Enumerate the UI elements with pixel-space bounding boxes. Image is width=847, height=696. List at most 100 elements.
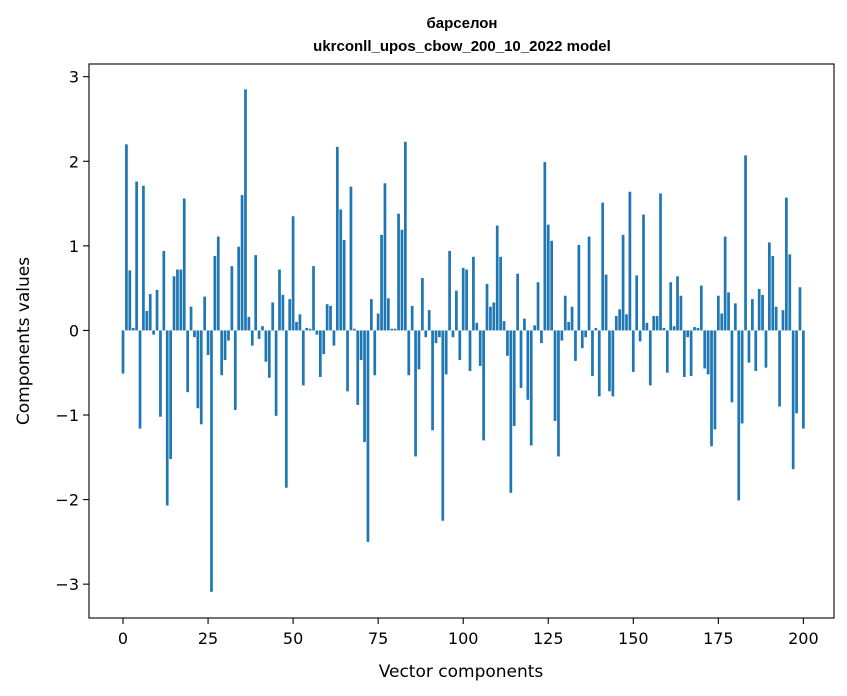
x-axis-label: Vector components	[379, 662, 544, 682]
bar-87	[417, 330, 421, 370]
bar-series	[121, 89, 805, 592]
bar-61	[329, 305, 332, 331]
bar-100	[461, 267, 465, 331]
bar-104	[475, 322, 479, 331]
bar-133	[574, 330, 577, 361]
bar-67	[349, 186, 353, 331]
bar-5	[138, 330, 142, 429]
x-tick-label: 0	[118, 629, 128, 648]
bar-20	[189, 306, 193, 331]
bar-162	[672, 326, 676, 331]
bar-112	[502, 321, 506, 331]
bar-70	[359, 330, 363, 361]
y-tick-label: −3	[55, 575, 79, 594]
bar-163	[676, 276, 679, 331]
bar-182	[740, 330, 744, 424]
bar-18	[182, 198, 186, 331]
bar-76	[380, 234, 383, 331]
bar-75	[376, 313, 380, 331]
bar-79	[390, 328, 394, 331]
bar-138	[591, 330, 594, 377]
bar-157	[655, 316, 659, 331]
bar-63	[335, 146, 339, 331]
bar-127	[553, 330, 557, 421]
bar-90	[427, 310, 431, 331]
bar-105	[478, 330, 482, 366]
bar-143	[608, 330, 611, 392]
bar-113	[506, 330, 509, 356]
bar-173	[710, 330, 713, 447]
bar-155	[648, 330, 652, 386]
bar-165	[682, 330, 686, 377]
bar-66	[346, 330, 349, 392]
bar-71	[363, 330, 366, 443]
bar-74	[373, 330, 377, 376]
bar-132	[570, 306, 574, 331]
bar-181	[737, 330, 741, 501]
bar-49	[288, 299, 292, 331]
bar-22	[196, 330, 200, 409]
bar-41	[261, 326, 264, 331]
bar-38	[250, 330, 254, 346]
bar-147	[621, 234, 625, 331]
bar-44	[271, 302, 275, 331]
bar-80	[393, 328, 397, 331]
bar-180	[733, 303, 737, 331]
bar-56	[312, 266, 315, 331]
bar-152	[638, 330, 642, 342]
x-tick-label: 175	[703, 629, 734, 648]
bar-25	[206, 330, 210, 355]
bar-51	[295, 321, 298, 331]
bar-103	[472, 256, 475, 331]
bar-160	[665, 330, 669, 373]
bar-42	[264, 330, 268, 362]
chart-title-line-2: ukrconll_upos_cbow_200_10_2022 model	[313, 38, 611, 55]
bar-178	[727, 292, 730, 331]
bar-6	[142, 185, 145, 331]
bar-174	[713, 330, 717, 430]
bar-60	[325, 304, 329, 331]
bar-125	[546, 224, 550, 331]
bar-7	[145, 310, 149, 331]
bar-0	[121, 330, 125, 374]
bar-47	[281, 294, 285, 331]
bar-45	[274, 330, 278, 416]
bar-28	[216, 236, 220, 331]
bar-101	[465, 269, 468, 331]
bar-161	[669, 282, 673, 331]
bar-23	[199, 330, 203, 425]
bar-115	[512, 330, 516, 427]
bar-146	[618, 309, 622, 331]
bar-43	[267, 330, 271, 378]
bar-32	[230, 266, 234, 331]
bar-92	[434, 330, 438, 344]
bar-140	[597, 330, 601, 397]
bar-119	[526, 330, 530, 400]
bar-40	[257, 330, 261, 339]
bar-195	[785, 197, 788, 331]
x-tick-label: 125	[533, 629, 564, 648]
bar-9	[152, 330, 155, 335]
bar-153	[642, 214, 645, 331]
bar-128	[557, 330, 560, 457]
bar-148	[625, 314, 628, 331]
bar-96	[448, 250, 451, 331]
bar-196	[788, 254, 792, 331]
bar-139	[594, 327, 598, 331]
bar-52	[298, 314, 302, 331]
x-tick-label: 150	[618, 629, 649, 648]
bar-88	[421, 277, 424, 331]
bar-176	[720, 313, 724, 331]
bar-191	[771, 256, 775, 331]
bar-172	[706, 330, 710, 375]
bar-188	[761, 294, 764, 331]
y-tick-label: 3	[69, 68, 79, 87]
bar-37	[247, 316, 251, 331]
bar-110	[495, 225, 499, 331]
bar-184	[747, 330, 751, 363]
bar-82	[400, 229, 404, 331]
bar-106	[482, 330, 485, 441]
bar-3	[131, 327, 135, 331]
bar-33	[233, 330, 237, 410]
